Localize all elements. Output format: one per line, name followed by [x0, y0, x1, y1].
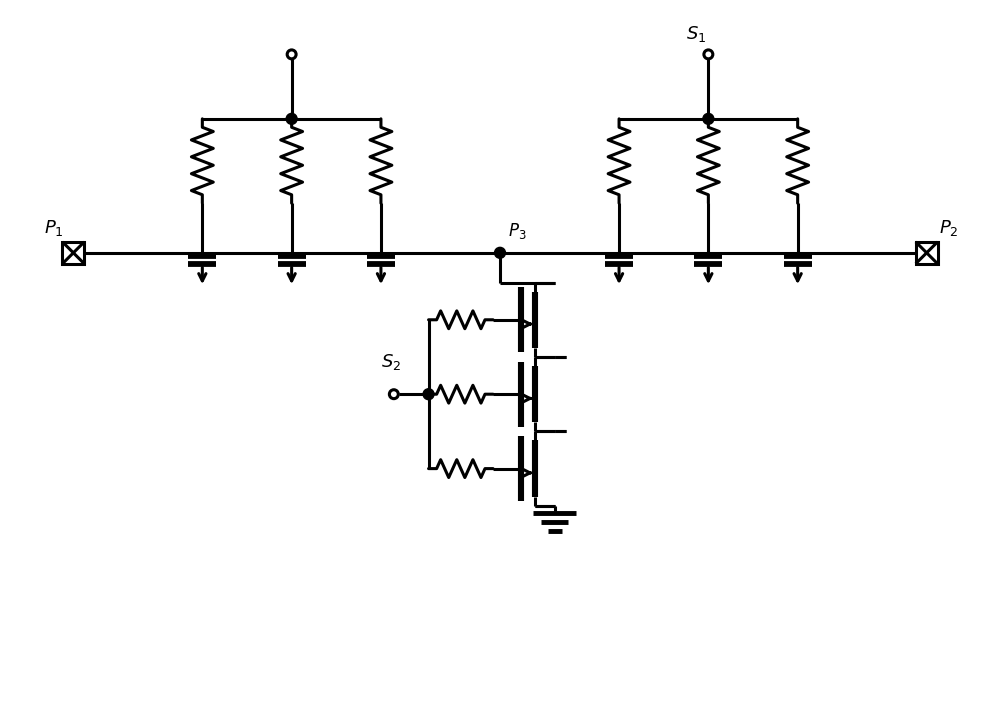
Circle shape: [704, 50, 713, 59]
Circle shape: [287, 50, 296, 59]
Bar: [62, 242, 84, 263]
Text: $S_1$: $S_1$: [686, 24, 707, 44]
Circle shape: [423, 389, 434, 399]
Circle shape: [703, 113, 714, 125]
Circle shape: [286, 113, 297, 125]
Text: $P_3$: $P_3$: [508, 221, 526, 241]
Circle shape: [495, 247, 505, 258]
Circle shape: [389, 389, 398, 399]
Text: $P_2$: $P_2$: [939, 218, 958, 238]
Bar: [916, 242, 938, 263]
Text: $S_2$: $S_2$: [381, 352, 401, 372]
Text: $P_1$: $P_1$: [44, 218, 63, 238]
